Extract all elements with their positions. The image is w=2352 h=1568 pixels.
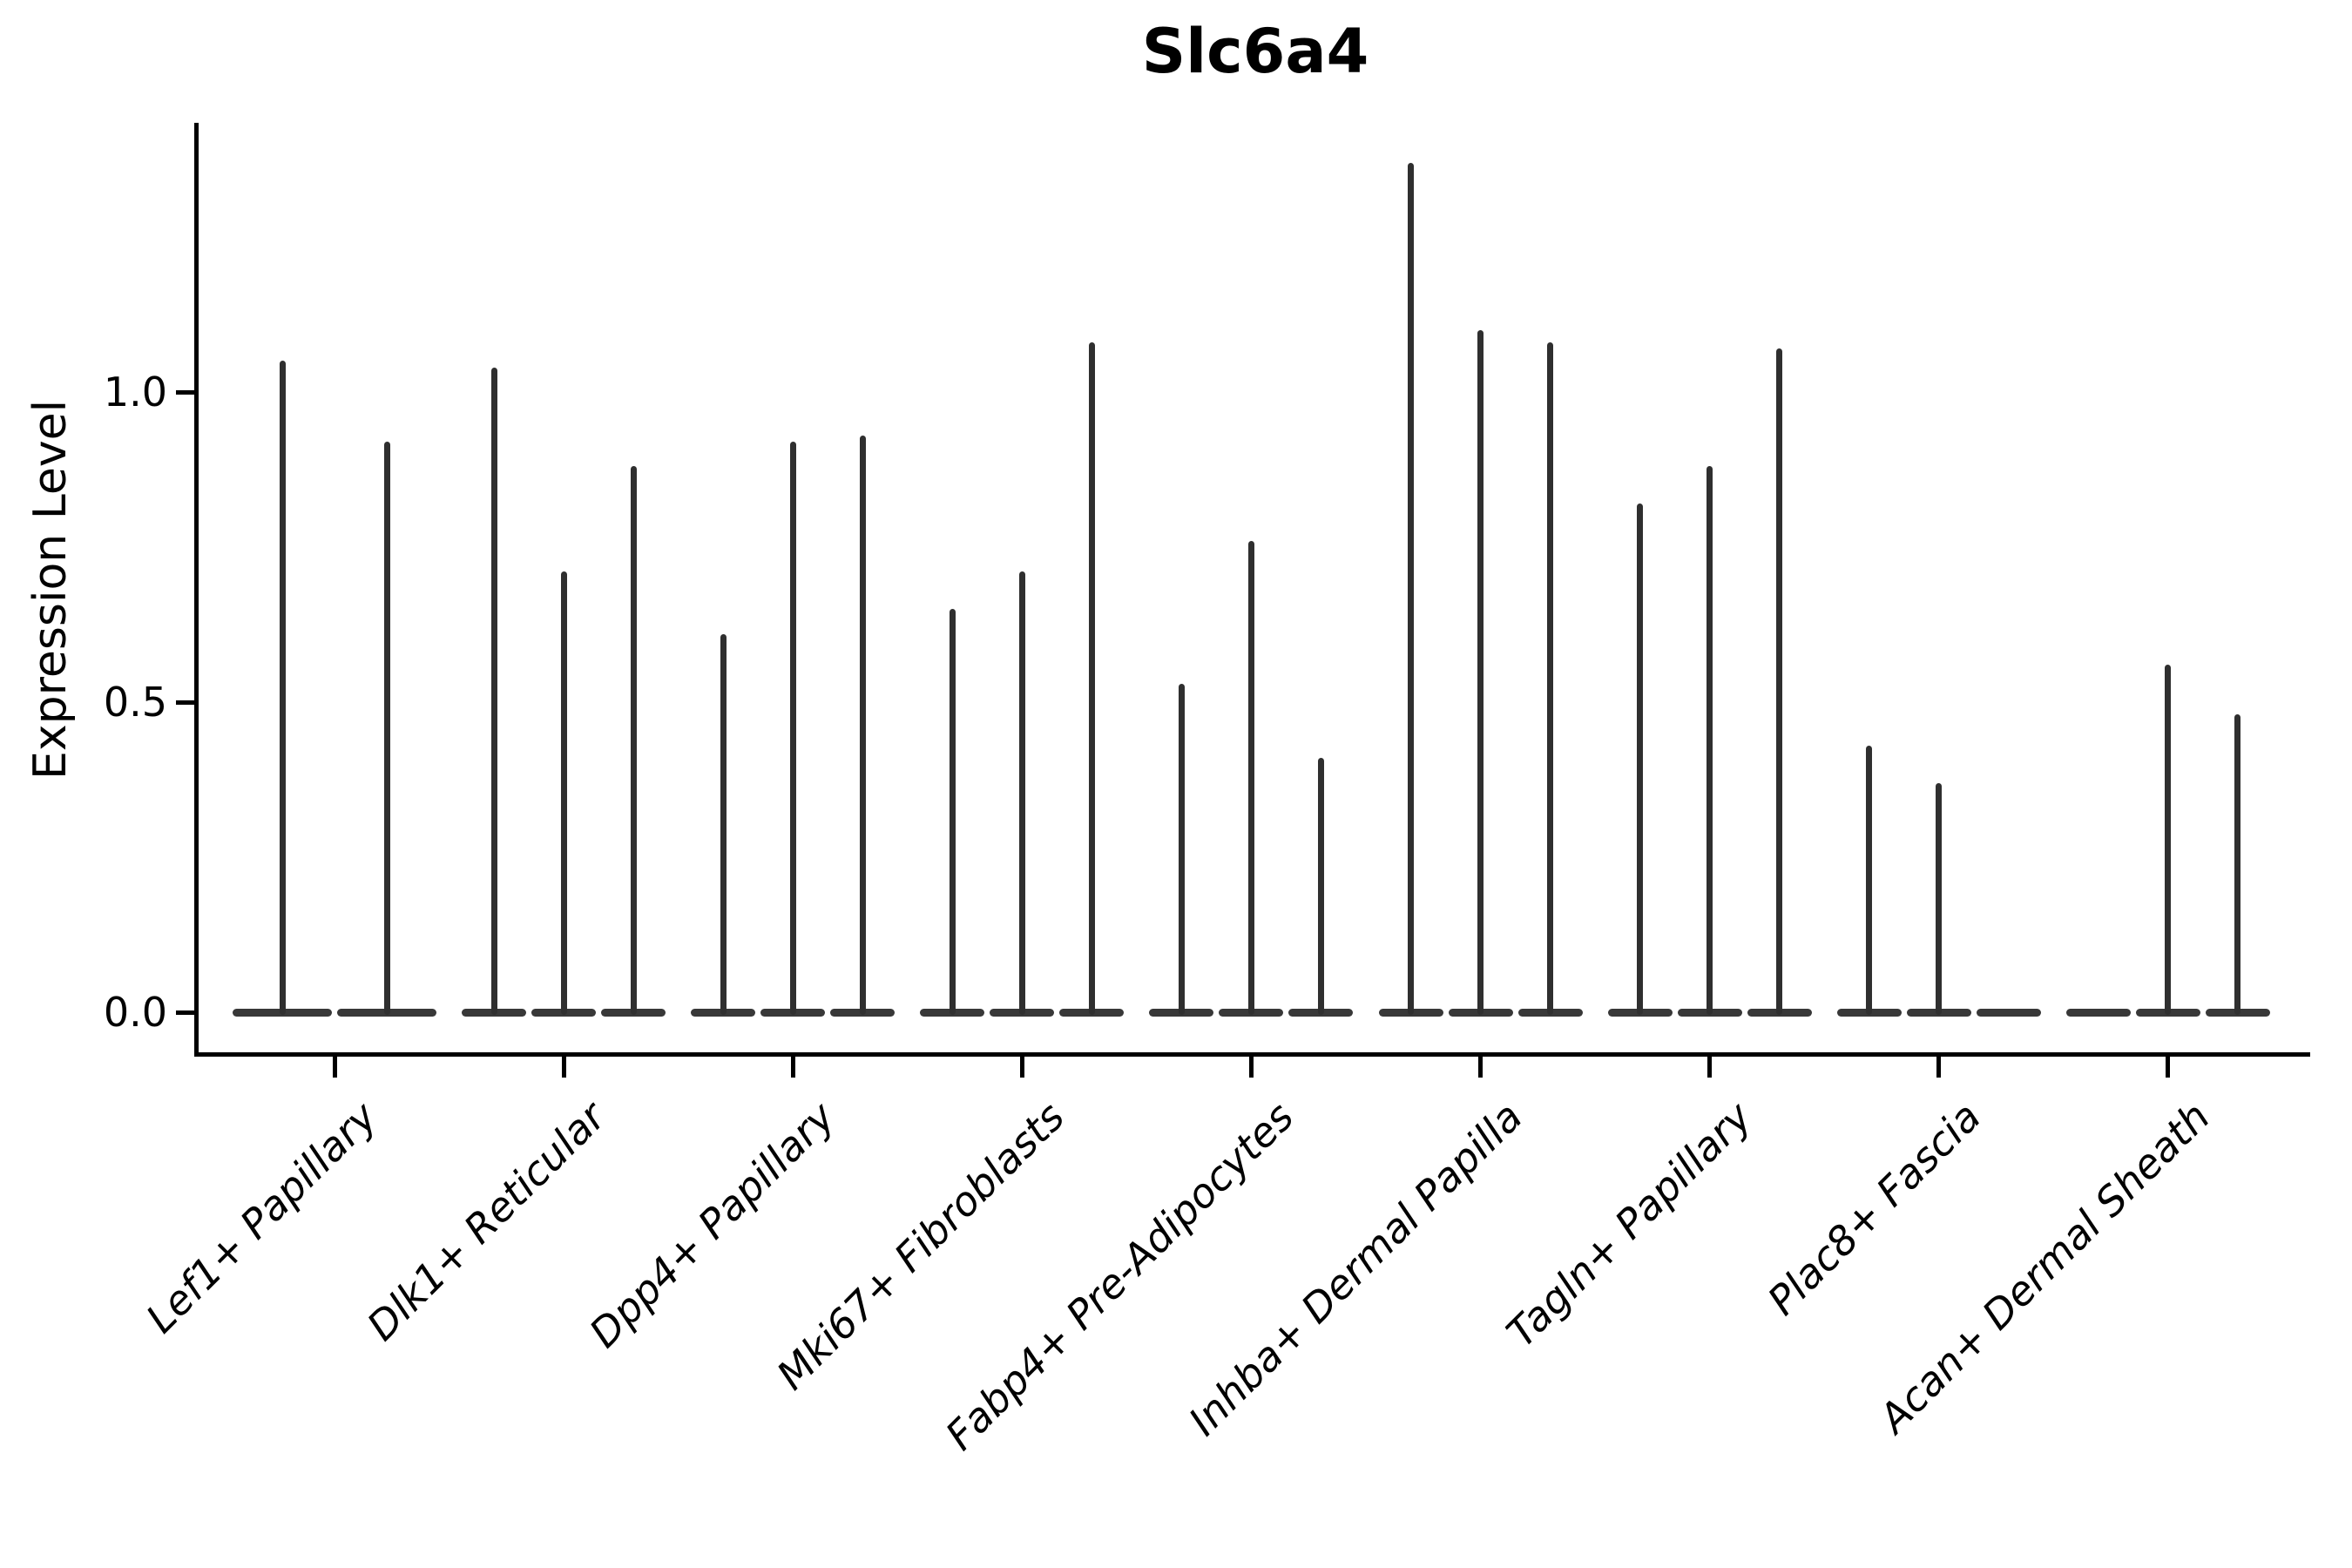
violin-spike (720, 633, 727, 1015)
violin-spike (490, 367, 497, 1015)
violin-spike (1178, 683, 1185, 1015)
violin-spike (560, 571, 567, 1015)
violin-spike (1018, 571, 1025, 1015)
violin-baseline (2065, 1008, 2131, 1017)
x-tick-mark (1019, 1057, 1024, 1078)
violin-spike (2234, 714, 2241, 1015)
violin-spike (1866, 745, 1873, 1015)
x-tick-mark (332, 1057, 337, 1078)
violin-spike (2165, 665, 2172, 1015)
x-tick-label: Dpp4+ Papillary (580, 1092, 844, 1357)
x-tick-mark (1478, 1057, 1483, 1078)
x-tick-mark (561, 1057, 566, 1078)
y-tick-label: 1.0 (103, 368, 167, 416)
x-tick-mark (1248, 1057, 1254, 1078)
y-tick-label: 0.5 (103, 679, 167, 726)
x-tick-mark (790, 1057, 795, 1078)
violin-spike (383, 441, 390, 1015)
violin-spike (859, 435, 866, 1015)
y-axis-spine (194, 123, 199, 1057)
violin-spike (1408, 162, 1414, 1015)
violin-spike (1247, 540, 1254, 1015)
x-tick-mark (2166, 1057, 2171, 1078)
violin-spike (1707, 466, 1713, 1015)
violin-spike (1936, 782, 1943, 1015)
violin-spike (279, 361, 286, 1015)
violin-spike (1776, 348, 1783, 1015)
x-tick-label: Dlk1+ Reticular (358, 1092, 615, 1350)
violin-spike (949, 609, 956, 1015)
y-axis-label: Expression Level (24, 399, 77, 781)
x-tick-label: Lef1+ Papillary (136, 1092, 386, 1342)
x-axis-spine (194, 1052, 2310, 1057)
violin-spike (1547, 342, 1553, 1015)
y-tick-label: 0.0 (103, 989, 167, 1036)
x-tick-mark (1936, 1057, 1942, 1078)
violin-spike (1088, 342, 1095, 1015)
chart-title: Slc6a4 (1141, 16, 1369, 87)
violin-spike (1317, 758, 1324, 1015)
violin-spike (1477, 329, 1484, 1015)
x-tick-label: Plac8+ Fascia (1759, 1092, 1990, 1324)
violin-spike (1637, 504, 1644, 1015)
violin-baseline (1976, 1008, 2041, 1017)
y-tick-mark (176, 389, 195, 395)
y-tick-mark (176, 1010, 195, 1015)
x-tick-mark (1707, 1057, 1713, 1078)
violin-spike (789, 441, 796, 1015)
y-tick-mark (176, 700, 195, 705)
x-tick-label: Tagln+ Papillary (1497, 1092, 1761, 1356)
violin-spike (630, 466, 637, 1015)
